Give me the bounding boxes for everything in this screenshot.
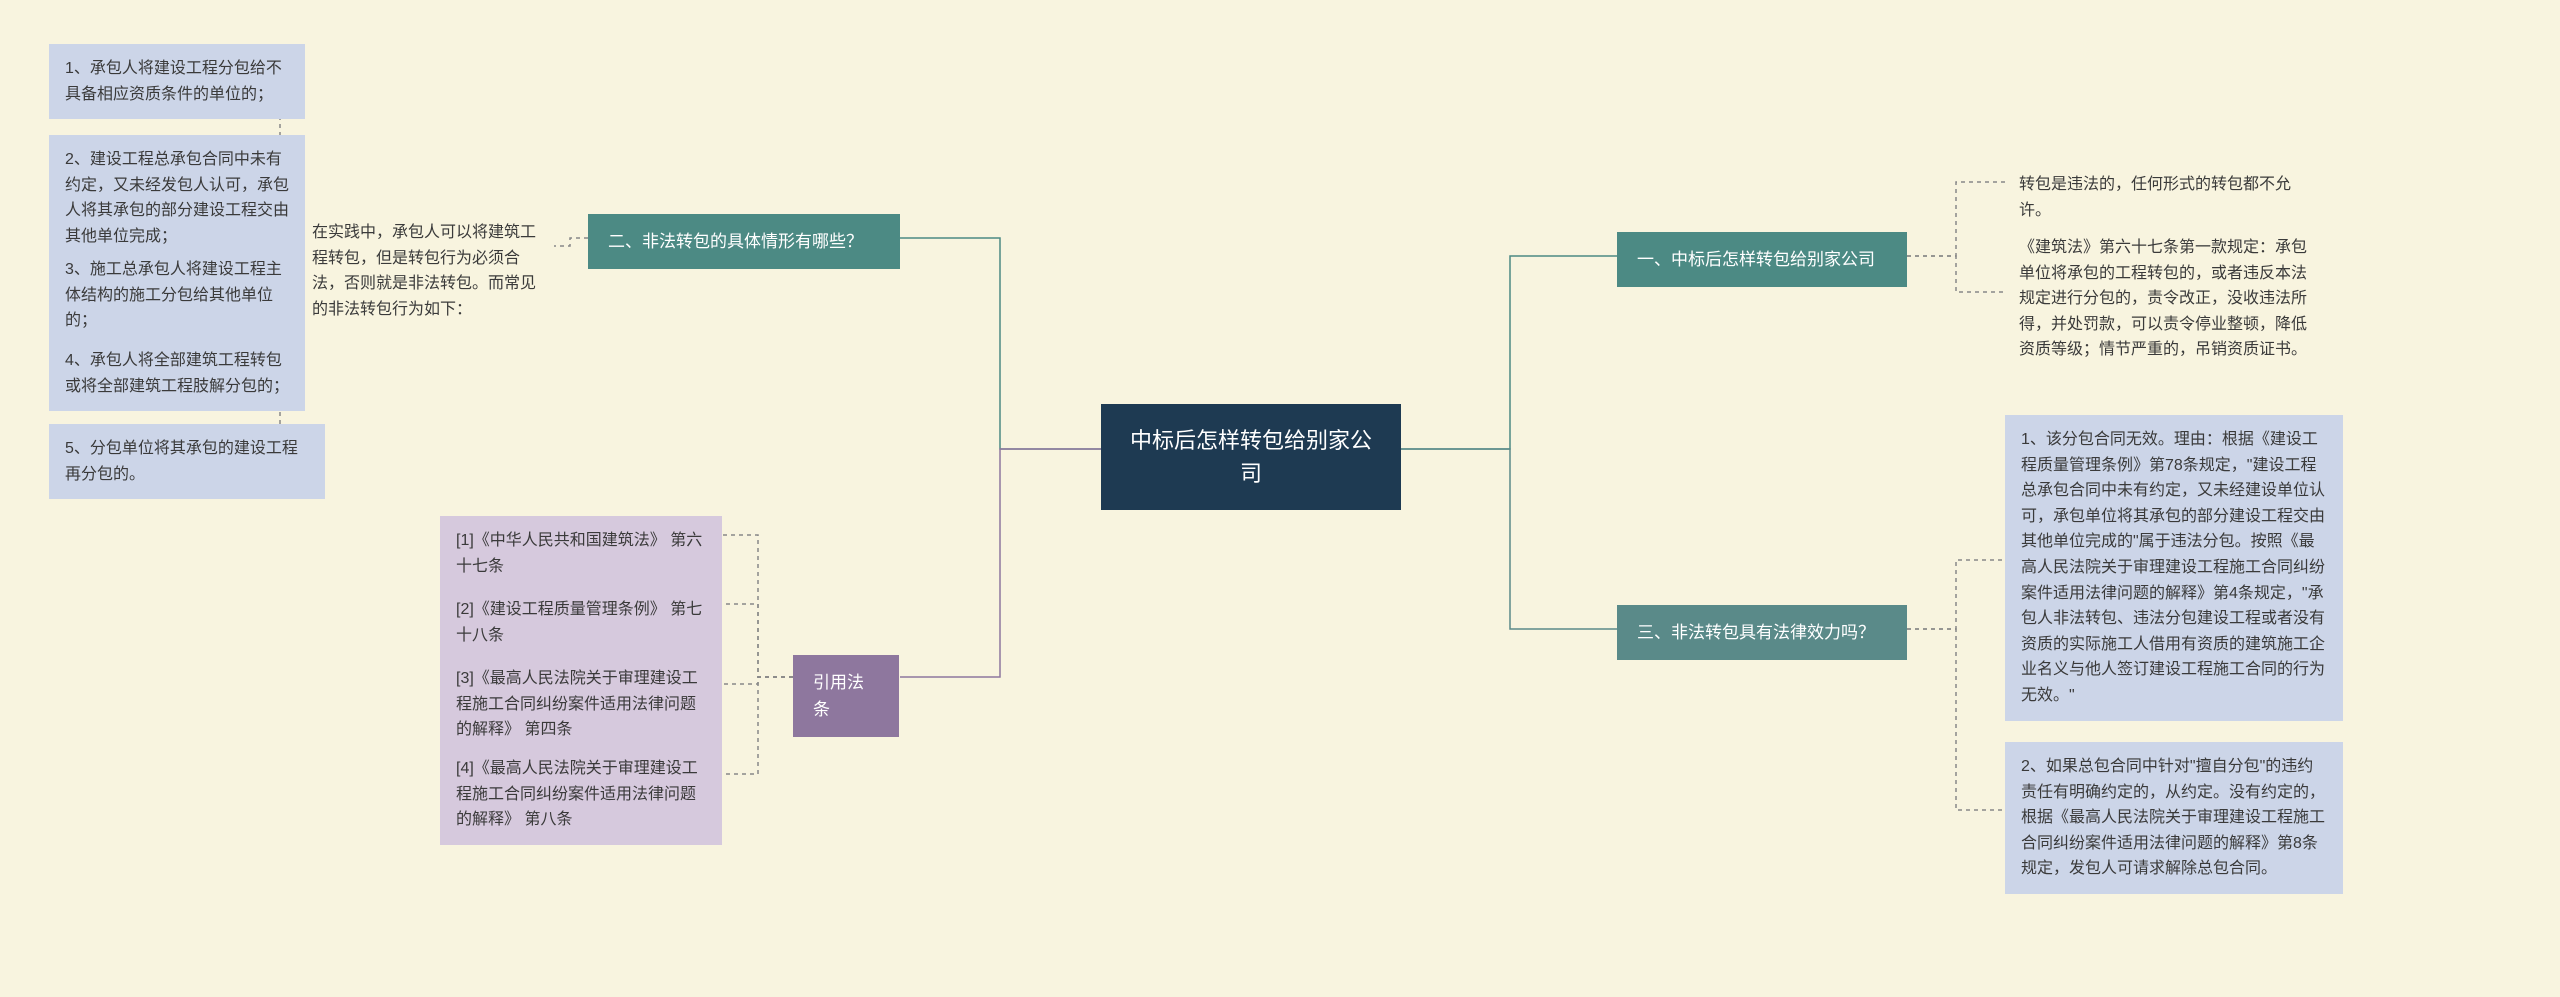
branch-1-leaf-0: 转包是违法的，任何形式的转包都不允许。 — [2005, 162, 2335, 233]
branch-1-leaf-1: 《建筑法》第六十七条第一款规定：承包单位将承包的工程转包的，或者违反本法规定进行… — [2005, 225, 2335, 373]
branch-4-leaf-2: [3]《最高人民法院关于审理建设工程施工合同纠纷案件适用法律问题的解释》 第四条 — [440, 654, 722, 755]
branch-3-leaf-0: 1、该分包合同无效。理由：根据《建设工程质量管理条例》第78条规定，"建设工程总… — [2005, 415, 2343, 721]
branch-2-mid: 在实践中，承包人可以将建筑工程转包，但是转包行为必须合法，否则就是非法转包。而常… — [298, 210, 554, 332]
root-line2: 司 — [1129, 457, 1373, 490]
branch-2-leaf-1: 2、建设工程总承包合同中未有约定，又未经发包人认可，承包人将其承包的部分建设工程… — [49, 135, 305, 261]
branch-3: 三、非法转包具有法律效力吗？ — [1617, 605, 1907, 660]
branch-2-leaf-0: 1、承包人将建设工程分包给不具备相应资质条件的单位的； — [49, 44, 305, 119]
branch-4-leaf-1: [2]《建设工程质量管理条例》 第七十八条 — [440, 585, 722, 660]
branch-2-leaf-4: 5、分包单位将其承包的建设工程再分包的。 — [49, 424, 325, 499]
branch-2: 二、非法转包的具体情形有哪些？ — [588, 214, 900, 269]
branch-4-leaf-0: [1]《中华人民共和国建筑法》 第六十七条 — [440, 516, 722, 591]
branch-4: 引用法条 — [793, 655, 899, 737]
root-line1: 中标后怎样转包给别家公 — [1129, 424, 1373, 457]
branch-1: 一、中标后怎样转包给别家公司 — [1617, 232, 1907, 287]
branch-4-leaf-3: [4]《最高人民法院关于审理建设工程施工合同纠纷案件适用法律问题的解释》 第八条 — [440, 744, 722, 845]
branch-2-leaf-2: 3、施工总承包人将建设工程主体结构的施工分包给其他单位的； — [49, 245, 305, 346]
branch-2-leaf-3: 4、承包人将全部建筑工程转包或将全部建筑工程肢解分包的； — [49, 336, 305, 411]
root-node: 中标后怎样转包给别家公 司 — [1101, 404, 1401, 510]
branch-3-leaf-1: 2、如果总包合同中针对"擅自分包"的违约责任有明确约定的，从约定。没有约定的，根… — [2005, 742, 2343, 894]
